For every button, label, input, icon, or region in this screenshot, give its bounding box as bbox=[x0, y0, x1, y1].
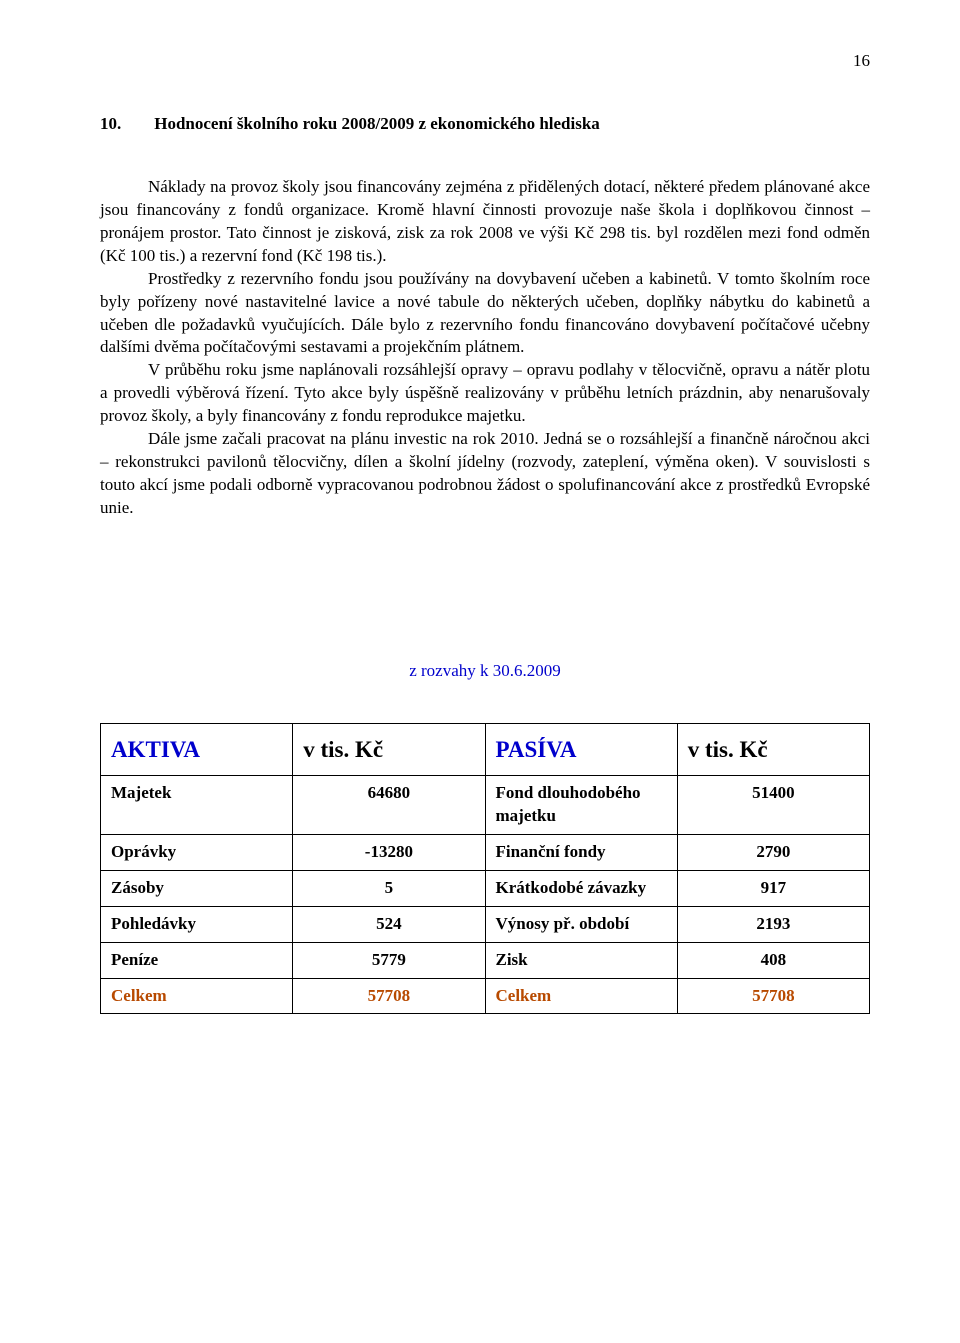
paragraph: Prostředky z rezervního fondu jsou použí… bbox=[100, 268, 870, 360]
table-cell: Oprávky bbox=[101, 834, 293, 870]
table-cell: 64680 bbox=[293, 775, 485, 834]
table-cell: 51400 bbox=[677, 775, 869, 834]
table-cell: 2193 bbox=[677, 906, 869, 942]
table-cell: Celkem bbox=[101, 978, 293, 1014]
table-cell: Pohledávky bbox=[101, 906, 293, 942]
table-cell: 5779 bbox=[293, 942, 485, 978]
table-row: Pohledávky524Výnosy př. období2193 bbox=[101, 906, 870, 942]
col-aktiva: AKTIVA bbox=[101, 723, 293, 775]
heading-number: 10. bbox=[100, 113, 150, 136]
table-row: Peníze5779Zisk408 bbox=[101, 942, 870, 978]
table-cell: Fond dlouhodobého majetku bbox=[485, 775, 677, 834]
section-heading: 10. Hodnocení školního roku 2008/2009 z … bbox=[100, 113, 870, 136]
balance-table-body: Majetek64680Fond dlouhodobého majetku514… bbox=[101, 775, 870, 1014]
table-cell: Zásoby bbox=[101, 870, 293, 906]
body-text: Náklady na provoz školy jsou financovány… bbox=[100, 176, 870, 520]
table-cell: -13280 bbox=[293, 834, 485, 870]
table-row: Zásoby5Krátkodobé závazky917 bbox=[101, 870, 870, 906]
balance-subtitle: z rozvahy k 30.6.2009 bbox=[100, 660, 870, 683]
table-cell: Finanční fondy bbox=[485, 834, 677, 870]
table-row: Celkem57708Celkem57708 bbox=[101, 978, 870, 1014]
paragraph: Náklady na provoz školy jsou financovány… bbox=[100, 176, 870, 268]
table-cell: 408 bbox=[677, 942, 869, 978]
table-cell: Zisk bbox=[485, 942, 677, 978]
col-pasiva: PASÍVA bbox=[485, 723, 677, 775]
table-cell: Majetek bbox=[101, 775, 293, 834]
paragraph: V průběhu roku jsme naplánovali rozsáhle… bbox=[100, 359, 870, 428]
heading-title: Hodnocení školního roku 2008/2009 z ekon… bbox=[154, 114, 600, 133]
table-cell: 917 bbox=[677, 870, 869, 906]
col-pasiva-val: v tis. Kč bbox=[677, 723, 869, 775]
table-cell: 524 bbox=[293, 906, 485, 942]
col-aktiva-val: v tis. Kč bbox=[293, 723, 485, 775]
table-cell: 5 bbox=[293, 870, 485, 906]
table-cell: Výnosy př. období bbox=[485, 906, 677, 942]
paragraph: Dále jsme začali pracovat na plánu inves… bbox=[100, 428, 870, 520]
table-cell: Peníze bbox=[101, 942, 293, 978]
table-row: Oprávky-13280Finanční fondy2790 bbox=[101, 834, 870, 870]
balance-table: AKTIVA v tis. Kč PASÍVA v tis. Kč Majete… bbox=[100, 723, 870, 1015]
table-cell: Celkem bbox=[485, 978, 677, 1014]
table-cell: 57708 bbox=[293, 978, 485, 1014]
table-cell: 2790 bbox=[677, 834, 869, 870]
table-header-row: AKTIVA v tis. Kč PASÍVA v tis. Kč bbox=[101, 723, 870, 775]
table-row: Majetek64680Fond dlouhodobého majetku514… bbox=[101, 775, 870, 834]
table-cell: 57708 bbox=[677, 978, 869, 1014]
page-number: 16 bbox=[100, 50, 870, 73]
table-cell: Krátkodobé závazky bbox=[485, 870, 677, 906]
